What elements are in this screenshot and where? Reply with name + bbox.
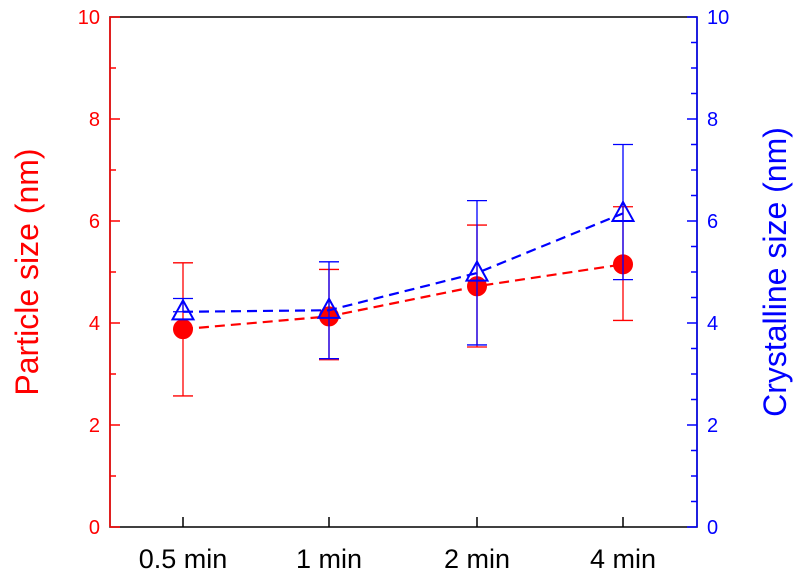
- y-left-tick-label: 2: [89, 415, 100, 437]
- y-axis-right-title: Crystalline size (nm): [757, 127, 793, 417]
- y-left-tick-label: 0: [89, 517, 100, 539]
- x-tick-label: 4 min: [590, 544, 656, 574]
- series-layer: [170, 143, 636, 397]
- series-right: [170, 143, 636, 360]
- series-line: [182, 263, 624, 331]
- data-point: [464, 259, 490, 282]
- y-right-tick-label: 0: [707, 517, 718, 539]
- series-left: [173, 206, 633, 397]
- y-left-tick-label: 10: [78, 7, 100, 29]
- plot-frame: [109, 16, 698, 528]
- y-left-tick-label: 8: [89, 109, 100, 131]
- y-right-tick-label: 4: [707, 313, 718, 335]
- x-tick-label: 0.5 min: [139, 544, 228, 574]
- y-right-tick-label: 6: [707, 211, 718, 233]
- y-right-tick-label: 8: [707, 109, 718, 131]
- series-line: [182, 212, 624, 313]
- y-left-tick-label: 6: [89, 211, 100, 233]
- axes-layer: 0 2 4 6 8 10 0 2 4 6 8 10 0.5 min 1 min 2 min 4 min: [78, 7, 730, 574]
- data-point: [610, 199, 636, 222]
- data-point: [173, 319, 193, 340]
- x-tick-label: 2 min: [444, 544, 510, 574]
- y-left-tick-label: 4: [89, 313, 100, 335]
- y-right-tick-label: 2: [707, 415, 718, 437]
- x-tick-label: 1 min: [296, 544, 362, 574]
- data-point: [170, 298, 196, 321]
- y-right-tick-label: 10: [707, 7, 729, 29]
- data-point: [316, 296, 342, 319]
- y-axis-left-title: Particle size (nm): [9, 148, 45, 395]
